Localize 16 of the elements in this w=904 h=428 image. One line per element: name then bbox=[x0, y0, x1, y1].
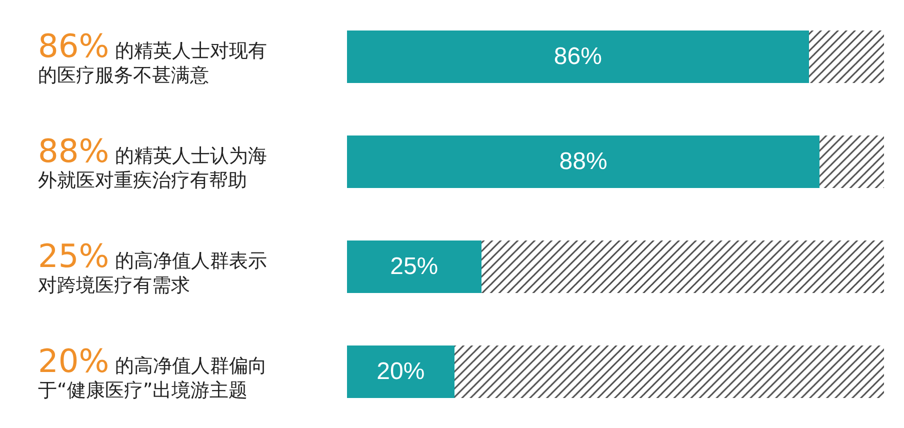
data-label: 20% bbox=[376, 358, 425, 385]
bar bbox=[454, 345, 884, 398]
bar bbox=[820, 135, 884, 188]
y-tick-label: 86% 的精英人士对现有的医疗服务不甚满意 bbox=[38, 27, 268, 87]
data-label: 25% bbox=[390, 253, 438, 280]
bar bbox=[347, 30, 809, 83]
bar bbox=[347, 135, 820, 188]
bar bbox=[347, 240, 482, 293]
bar bbox=[347, 345, 454, 398]
data-label: 88% bbox=[559, 148, 608, 175]
y-tick-label: 25% 的高净值人群表示对跨境医疗有需求 bbox=[38, 237, 268, 297]
bar bbox=[481, 240, 884, 293]
data-label: 86% bbox=[554, 43, 602, 70]
y-tick-label: 88% 的精英人士认为海外就医对重疾治疗有帮助 bbox=[38, 132, 268, 192]
y-tick-label: 20% 的高净值人群偏向于“健康医疗”出境游主题 bbox=[38, 342, 268, 402]
bar bbox=[808, 30, 884, 83]
